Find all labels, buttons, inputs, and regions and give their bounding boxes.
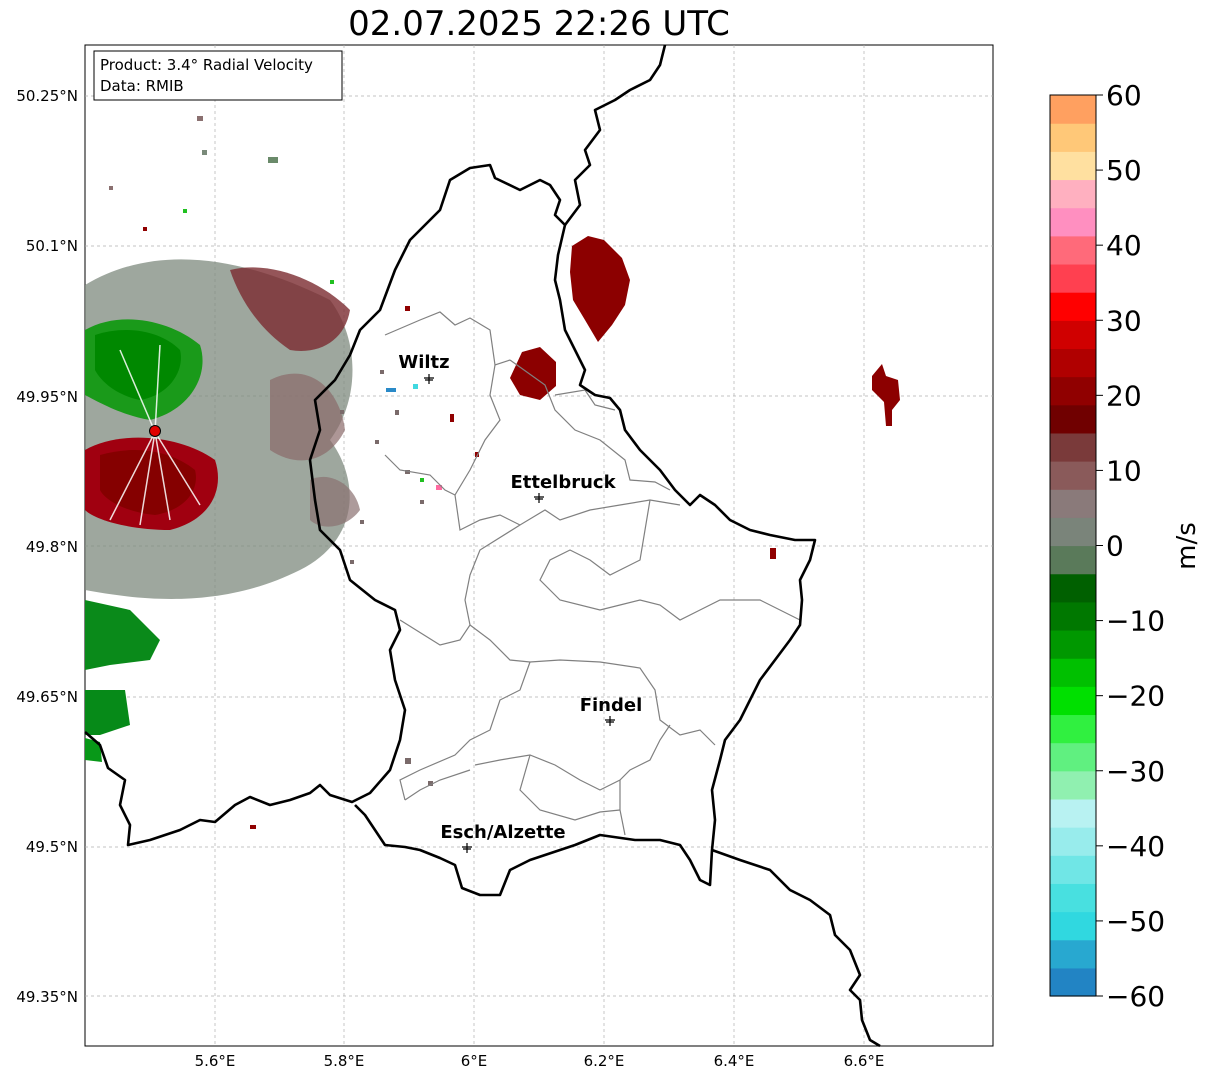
colorbar-tick-label: −60: [1106, 980, 1165, 1013]
colorbar-swatch: [1050, 517, 1096, 547]
colorbar-swatch: [1050, 489, 1096, 518]
colorbar-tick-label: −50: [1106, 905, 1165, 938]
colorbar-swatch: [1050, 432, 1096, 462]
radar-echoes: [85, 116, 900, 829]
colorbar-swatch: [1050, 320, 1096, 350]
info-product: Product: 3.4° Radial Velocity: [100, 56, 313, 74]
colorbar-swatch: [1050, 207, 1096, 237]
colorbar-tick-label: 20: [1106, 379, 1142, 412]
lon-tick-label: 5.8°E: [324, 1052, 365, 1070]
colorbar-tick-label: 30: [1106, 304, 1142, 337]
info-data-source: Data: RMIB: [100, 77, 184, 95]
colorbar-swatch: [1050, 123, 1096, 152]
lon-axis: 5.6°E 5.8°E 6°E 6.2°E 6.4°E 6.6°E: [195, 1052, 885, 1070]
colorbar-ticks: 60 50 40 30 20 10 0 −10 −20 −30 −40 −50 −60: [1096, 79, 1165, 1013]
lat-tick-label: 49.8°N: [26, 538, 78, 556]
colorbar-swatch: [1050, 461, 1096, 490]
city-esch-alzette: Esch/Alzette: [440, 822, 566, 853]
graticule: [85, 45, 993, 1046]
colorbar-tick-label: 0: [1106, 530, 1124, 563]
lat-tick-label: 50.1°N: [26, 237, 78, 255]
city-label-findel: Findel: [580, 695, 643, 716]
colorbar-swatch: [1050, 573, 1096, 603]
colorbar-swatch: [1050, 883, 1096, 913]
country-borders: [84, 44, 881, 1048]
colorbar-tick-label: −20: [1106, 680, 1165, 713]
lon-tick-label: 6°E: [461, 1052, 488, 1070]
lat-tick-label: 49.65°N: [16, 688, 78, 706]
city-findel: Findel: [580, 695, 643, 726]
colorbar-swatch: [1050, 967, 1096, 997]
colorbar-swatch: [1050, 263, 1096, 293]
lat-tick-label: 49.35°N: [16, 988, 78, 1006]
lat-axis: 50.25°N 50.1°N 49.95°N 49.8°N 49.65°N 49…: [16, 87, 78, 1006]
colorbar-tick-label: −10: [1106, 605, 1165, 638]
colorbar-swatch: [1050, 939, 1096, 969]
colorbar-label: m/s: [1172, 522, 1202, 570]
colorbar-swatch: [1050, 404, 1096, 434]
colorbar-swatch: [1050, 798, 1096, 828]
colorbar-tick-label: 50: [1106, 154, 1142, 187]
colorbar-swatch: [1050, 95, 1096, 124]
city-label-ettelbruck: Ettelbruck: [510, 472, 616, 493]
lat-tick-label: 49.5°N: [26, 838, 78, 856]
colorbar-swatch: [1050, 770, 1096, 800]
colorbar-tick-label: 10: [1106, 454, 1142, 487]
colorbar-swatch: [1050, 855, 1096, 884]
colorbar-swatch: [1050, 545, 1096, 575]
lat-tick-label: 49.95°N: [16, 388, 78, 406]
colorbar-swatch: [1050, 348, 1096, 378]
radar-site-marker: [149, 425, 161, 437]
colorbar-swatches: [1050, 95, 1096, 997]
lat-tick-label: 50.25°N: [16, 87, 78, 105]
colorbar-tick-label: 60: [1106, 79, 1142, 112]
colorbar-swatch: [1050, 601, 1096, 631]
city-wiltz: Wiltz: [398, 352, 450, 384]
city-label-wiltz: Wiltz: [398, 352, 449, 373]
colorbar-swatch: [1050, 658, 1096, 687]
colorbar-swatch: [1050, 179, 1096, 209]
city-ettelbruck: Ettelbruck: [510, 472, 617, 503]
lon-tick-label: 5.6°E: [195, 1052, 236, 1070]
colorbar-swatch: [1050, 827, 1096, 856]
canton-boundaries: [384, 311, 801, 836]
colorbar-swatch: [1050, 151, 1096, 181]
colorbar-tick-label: −40: [1106, 830, 1165, 863]
lon-tick-label: 6.4°E: [714, 1052, 755, 1070]
colorbar-swatch: [1050, 235, 1096, 265]
city-markers: Wiltz Ettelbruck Findel Esch/Alzette: [398, 352, 642, 853]
map-title: 02.07.2025 22:26 UTC: [348, 4, 730, 44]
colorbar-tick-label: 40: [1106, 229, 1142, 262]
colorbar-swatch: [1050, 629, 1096, 659]
colorbar-swatch: [1050, 292, 1096, 321]
lon-tick-label: 6.2°E: [584, 1052, 625, 1070]
colorbar-swatch: [1050, 686, 1096, 716]
colorbar-swatch: [1050, 376, 1096, 406]
colorbar-tick-label: −30: [1106, 755, 1165, 788]
city-label-esch-alzette: Esch/Alzette: [440, 822, 565, 843]
colorbar-swatch: [1050, 714, 1096, 744]
colorbar: 60 50 40 30 20 10 0 −10 −20 −30 −40 −50 −60 m/s: [1049, 79, 1202, 1013]
colorbar-swatch: [1050, 742, 1096, 772]
lon-tick-label: 6.6°E: [844, 1052, 885, 1070]
colorbar-swatch: [1050, 911, 1096, 941]
info-box: Product: 3.4° Radial Velocity Data: RMIB: [93, 50, 343, 101]
